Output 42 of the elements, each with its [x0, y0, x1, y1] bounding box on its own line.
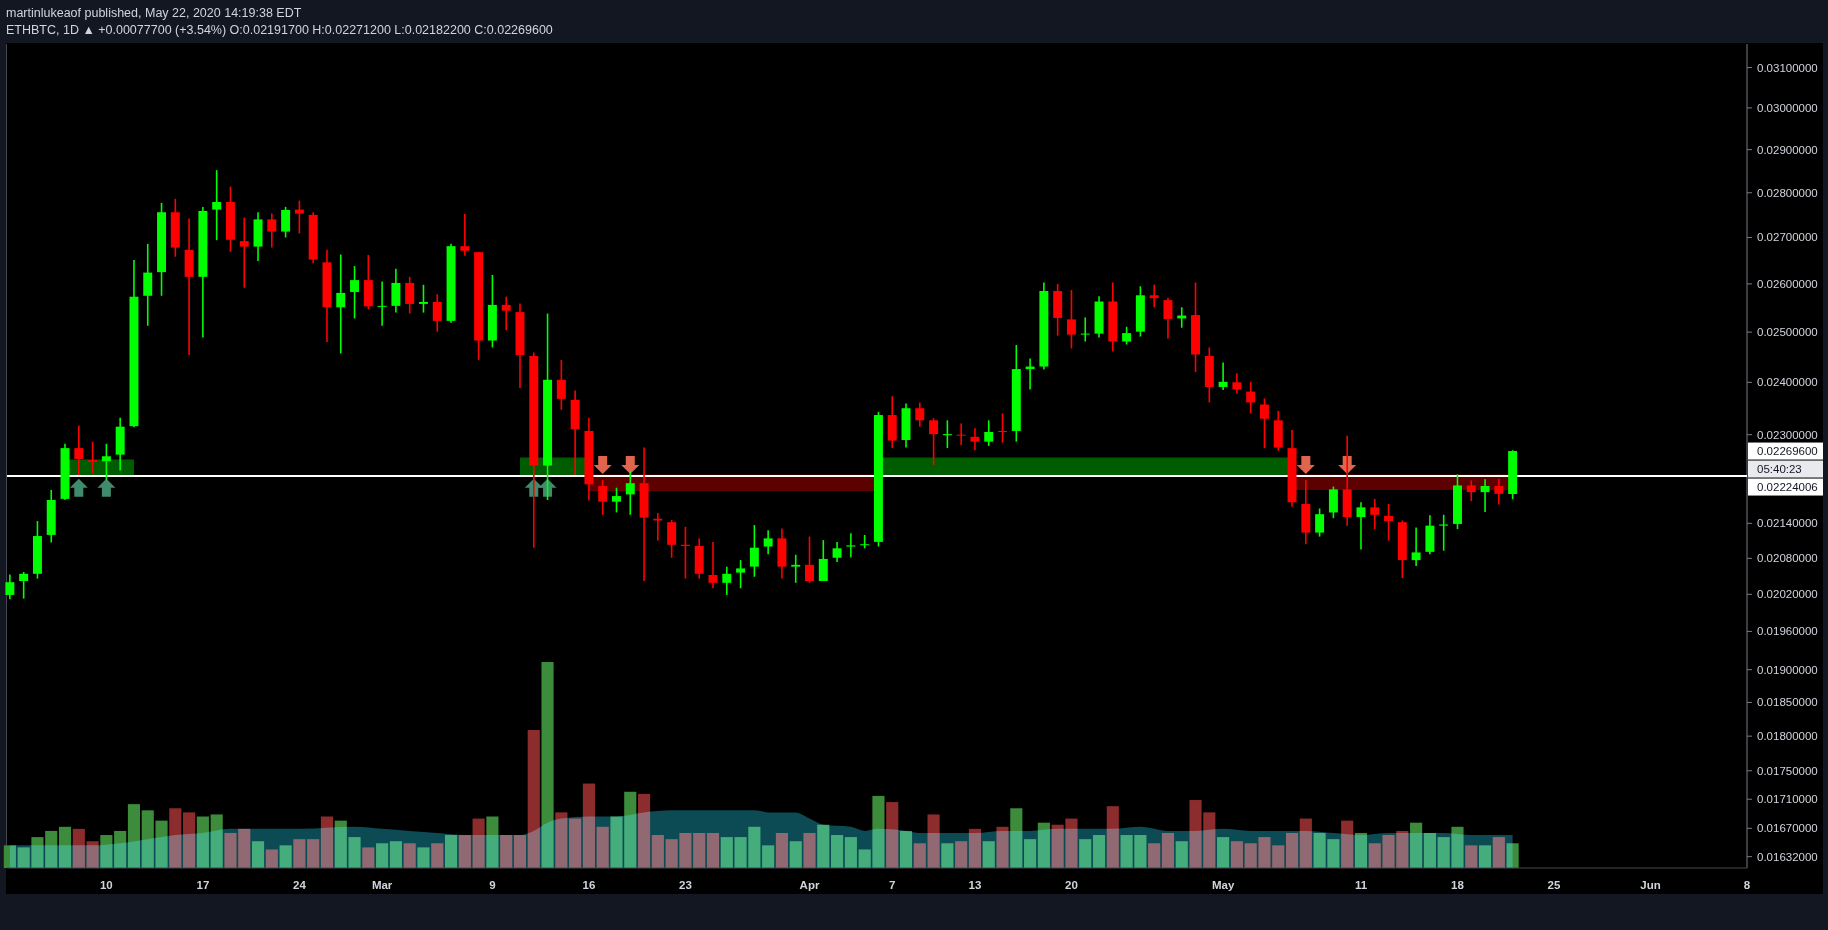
- y-tick-label: 0.03100000: [1757, 61, 1818, 74]
- y-tick-label: 0.02700000: [1757, 231, 1818, 244]
- x-tick-label: 23: [679, 879, 692, 891]
- y-tick-label: 0.02020000: [1757, 588, 1818, 601]
- x-tick-label: 8: [1743, 879, 1751, 891]
- x-tick-label: Mar: [371, 879, 393, 891]
- x-tick-label: 18: [1451, 879, 1465, 891]
- y-tick-label: 0.01850000: [1757, 696, 1818, 709]
- x-tick-label: 7: [889, 879, 896, 891]
- text: 05:40:23: [1757, 463, 1802, 476]
- y-tick-label: 0.03000000: [1757, 101, 1818, 114]
- x-tick-label: May: [1211, 879, 1235, 891]
- ref-line-label: 0.02224006: [1757, 481, 1818, 494]
- x-tick-label: Jun: [1640, 879, 1661, 891]
- x-tick-label: 16: [582, 879, 596, 891]
- y-tick-label: 0.02080000: [1757, 552, 1818, 565]
- y-tick-label: 0.01800000: [1757, 730, 1818, 743]
- x-tick-label: 9: [489, 879, 496, 891]
- chart-subtitle: ETHBTC, 1D ▲ +0.00077700 (+3.54%) O:0.02191700 H:0.02271200 L:0.02182200 C:0.02269600: [6, 23, 553, 37]
- x-tick-label: 10: [99, 879, 113, 891]
- y-tick-label: 0.01960000: [1757, 625, 1818, 638]
- x-tick-label: 25: [1547, 879, 1561, 891]
- y-tick-label: 0.01670000: [1757, 822, 1818, 835]
- y-tick-label: 0.01710000: [1757, 793, 1818, 806]
- y-tick-label: 0.02500000: [1757, 326, 1818, 339]
- y-tick-label: 0.02900000: [1757, 143, 1818, 156]
- text: 0.02269600: [1757, 445, 1818, 458]
- y-tick-label: 0.02800000: [1757, 186, 1818, 199]
- x-tick-label: 24: [293, 879, 307, 891]
- x-tick-label: Apr: [799, 879, 820, 891]
- y-tick-label: 0.02300000: [1757, 428, 1818, 441]
- x-tick-label: 17: [196, 879, 210, 891]
- y-tick-label: 0.02140000: [1757, 517, 1818, 530]
- y-tick-label: 0.01632000: [1757, 850, 1818, 863]
- y-tick-label: 0.02400000: [1757, 376, 1818, 389]
- y-tick-label: 0.01750000: [1757, 764, 1818, 777]
- chart-title: martinlukeaof published, May 22, 2020 14:19:38 EDT: [6, 6, 302, 20]
- y-tick-label: 0.02600000: [1757, 277, 1818, 290]
- y-tick-label: 0.01900000: [1757, 663, 1818, 676]
- x-tick-label: 20: [1065, 879, 1078, 891]
- x-tick-label: 11: [1354, 879, 1368, 891]
- x-tick-label: 13: [968, 879, 982, 891]
